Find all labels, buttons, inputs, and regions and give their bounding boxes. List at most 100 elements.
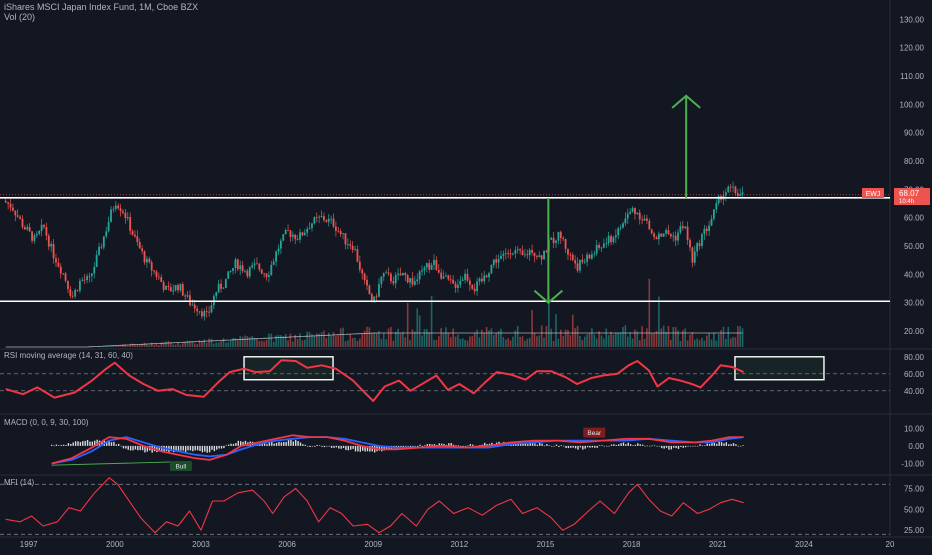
macd-histogram-bar: [732, 443, 735, 446]
volume-bar: [382, 333, 385, 347]
macd-histogram-bar: [402, 445, 405, 448]
volume-bar: [406, 302, 409, 347]
candle-body: [117, 205, 120, 209]
volume-bar: [237, 339, 239, 347]
macd-histogram-bar: [723, 443, 725, 446]
macd-histogram-bar: [694, 445, 696, 447]
candle-body: [416, 279, 419, 282]
volume-bar: [418, 315, 421, 347]
volume-bar: [220, 341, 222, 347]
macd-histogram-bar: [292, 441, 295, 446]
candle-body: [358, 261, 361, 270]
macd-histogram-bar: [187, 445, 189, 451]
candle-body: [76, 289, 79, 291]
volume-bar: [327, 332, 330, 347]
candle-body: [112, 208, 115, 210]
candle-body: [157, 276, 160, 278]
candle-body: [265, 273, 268, 277]
volume-bar: [452, 328, 454, 347]
macd-histogram-bar: [460, 445, 462, 447]
symbol-tag: EWJ: [866, 191, 881, 198]
candle-body: [172, 290, 175, 292]
volume-bar: [234, 338, 237, 347]
volume-bar: [454, 336, 457, 347]
axis-tick-label: 120.00: [900, 44, 925, 53]
macd-histogram-bar: [462, 445, 464, 447]
volume-bar: [516, 326, 519, 347]
macd-histogram-bar: [65, 445, 67, 446]
candle-body: [119, 208, 122, 212]
volume-bar: [615, 332, 617, 347]
candle-body: [653, 233, 656, 238]
volume-bar: [478, 337, 481, 347]
candle-body: [576, 263, 579, 271]
macd-histogram-bar: [548, 445, 551, 446]
candle-body: [114, 205, 117, 209]
volume-bars: [5, 278, 744, 348]
candle-body: [461, 279, 464, 281]
volume-bar: [289, 333, 292, 347]
volume-bar: [543, 337, 545, 347]
volume-bar: [155, 343, 158, 347]
volume-bar: [409, 340, 411, 347]
candle-body: [471, 284, 474, 289]
macd-histogram-bar: [72, 442, 74, 446]
macd-histogram-bar: [50, 444, 53, 446]
volume-bar: [189, 341, 191, 347]
macd-histogram-bar: [218, 445, 220, 449]
volume-bar: [213, 343, 215, 347]
candle-body: [107, 221, 110, 232]
candle-body: [253, 263, 256, 266]
macd-histogram-bar: [708, 444, 711, 446]
volume-bar: [349, 334, 352, 347]
candle-body: [349, 244, 352, 246]
macd-histogram-bar: [287, 440, 290, 446]
candle-body: [236, 259, 239, 270]
candle-body: [299, 232, 301, 240]
price-axis[interactable]: 130.00120.00110.00100.0090.0080.0070.006…: [900, 15, 925, 535]
volume-bar: [392, 340, 395, 347]
volume-bar: [557, 338, 560, 347]
macd-histogram-bar: [725, 442, 728, 446]
volume-bar: [131, 343, 134, 347]
candle-body: [557, 231, 560, 241]
axis-tick-label: 90.00: [904, 129, 925, 138]
volume-bar: [509, 340, 512, 347]
candle-body: [47, 235, 50, 247]
macd-histogram-bar: [244, 440, 247, 446]
volume-bar: [550, 328, 553, 347]
volume-bar: [380, 338, 383, 347]
candle-body: [526, 254, 529, 256]
candle-body: [148, 258, 151, 263]
volume-bar: [378, 330, 380, 347]
volume-legend: Vol (20): [4, 12, 36, 22]
candle-body: [562, 238, 565, 240]
candle-body: [208, 311, 211, 313]
candle-body: [636, 212, 639, 214]
volume-bar: [729, 338, 732, 347]
macd-histogram-bar: [649, 445, 651, 447]
volume-bar: [521, 336, 524, 347]
macd-histogram-bar: [211, 445, 213, 450]
macd-histogram-bar: [713, 443, 716, 446]
volume-bar: [284, 334, 287, 347]
macd-histogram-bar: [79, 442, 82, 446]
macd-histogram-bar: [67, 443, 70, 446]
macd-histogram-bar: [716, 443, 718, 446]
candle-body: [31, 231, 33, 241]
macd-histogram-bar: [122, 445, 125, 449]
price-tag: EWJ 68.07 10:4h: [862, 188, 930, 205]
time-axis[interactable]: 1997 2000 2003 2006 2009 2012 2015 2018 2021 2024…: [20, 540, 895, 549]
candle-body: [337, 230, 340, 232]
volume-bar: [332, 332, 335, 347]
candle-body: [710, 218, 713, 226]
volume-bar: [160, 342, 163, 347]
macd-histogram-bar: [718, 441, 720, 446]
volume-bar: [129, 343, 131, 347]
macd-histogram-bar: [364, 445, 366, 452]
macd-histogram-bar: [464, 445, 467, 447]
macd-histogram-bar: [318, 445, 321, 446]
axis-tick-label: 80.00: [904, 157, 925, 166]
macd-histogram-bar: [632, 445, 634, 446]
